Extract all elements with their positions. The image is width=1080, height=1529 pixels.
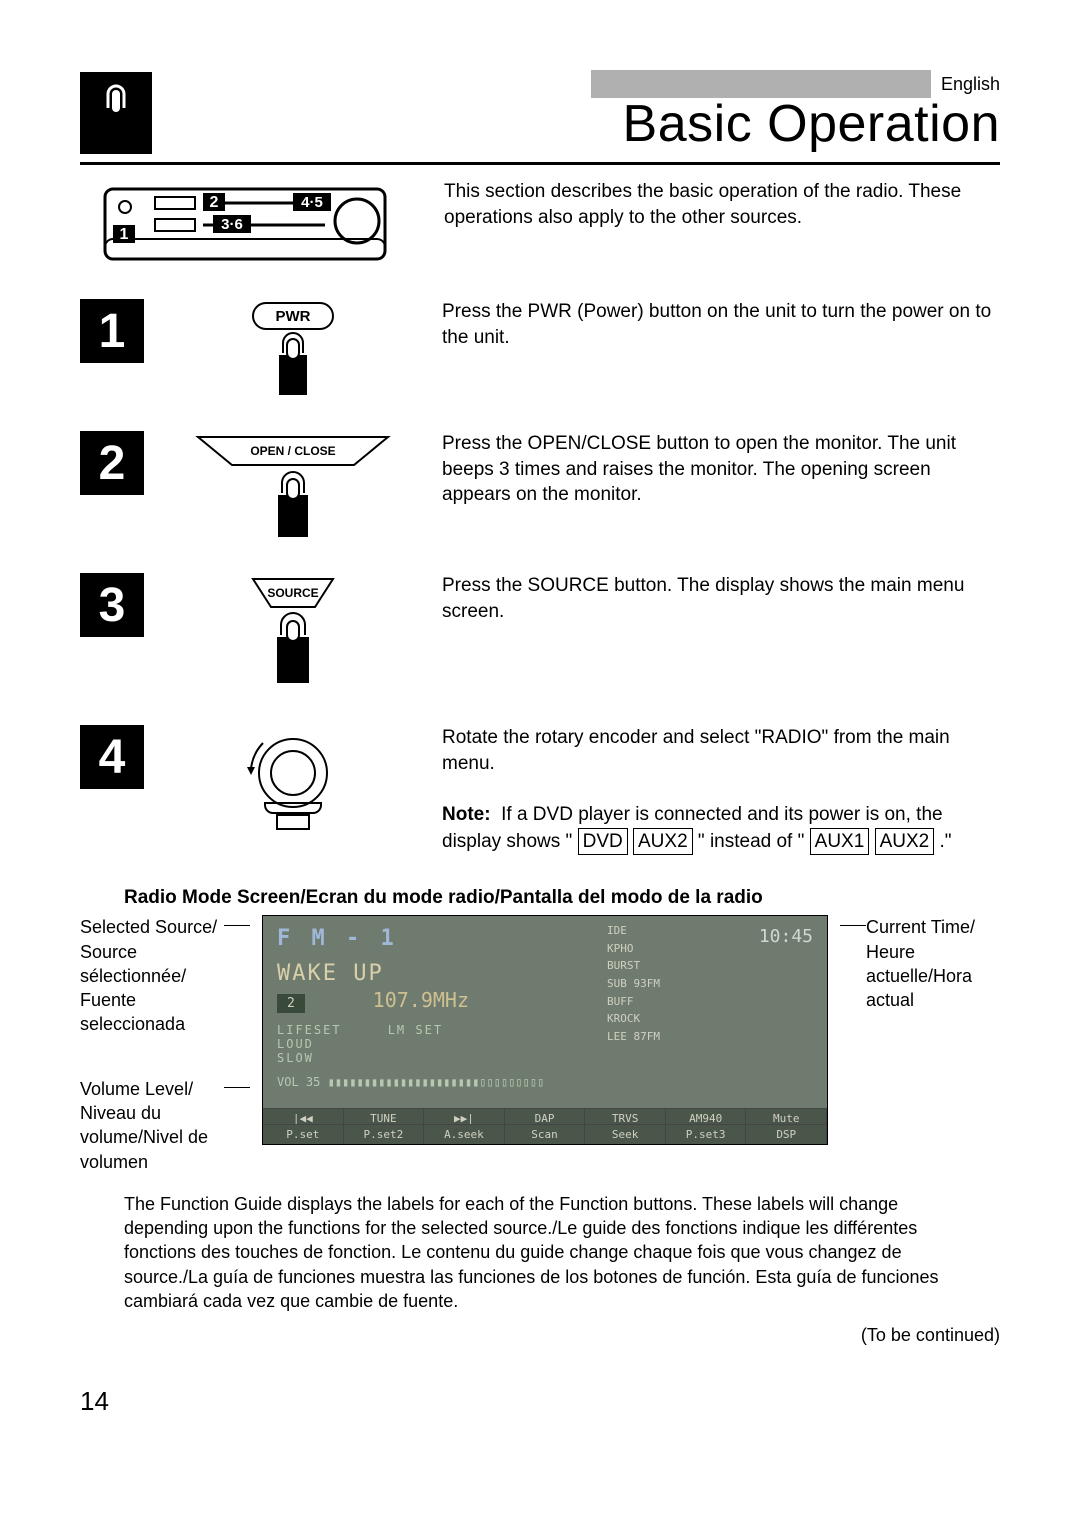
step-4-main: Rotate the rotary encoder and select "RA… bbox=[442, 727, 950, 774]
step-4-text: Rotate the rotary encoder and select "RA… bbox=[442, 725, 1000, 855]
boxed-aux1: AUX1 bbox=[810, 828, 870, 856]
step-number-2: 2 bbox=[80, 431, 144, 495]
page-number: 14 bbox=[80, 1386, 1000, 1417]
screen-time: 10:45 bbox=[759, 926, 813, 947]
screen-title-text: WAKE UP bbox=[277, 961, 813, 986]
callout-current-time: Current Time/ Heure actuelle/Hora actual bbox=[866, 915, 1000, 1012]
svg-text:OPEN / CLOSE: OPEN / CLOSE bbox=[250, 444, 335, 458]
callout-volume: Volume Level/ Niveau du volume/Nivel de … bbox=[80, 1077, 224, 1174]
page-title: Basic Operation bbox=[623, 94, 1000, 154]
note-end: ." bbox=[939, 831, 951, 852]
boxed-aux2a: AUX2 bbox=[633, 828, 693, 856]
svg-text:3·6: 3·6 bbox=[221, 216, 243, 233]
note-mid: " instead of " bbox=[698, 831, 810, 852]
boxed-aux2b: AUX2 bbox=[875, 828, 935, 856]
radio-mode-title: Radio Mode Screen/Ecran du mode radio/Pa… bbox=[124, 887, 1000, 909]
intro-text: This section describes the basic operati… bbox=[444, 179, 1000, 269]
faceplate-diagram: 2 4·5 1 3·6 bbox=[80, 179, 410, 269]
radio-screen: F M - 1 10:45 WAKE UP 2 107.9MHz LIFESET… bbox=[262, 915, 828, 1145]
tap-icon bbox=[80, 72, 152, 154]
svg-text:SOURCE: SOURCE bbox=[267, 586, 318, 600]
screen-side-items: IDE KPHO BURST SUB 93FM BUFF KROCK LEE 8… bbox=[607, 922, 727, 1045]
step-number-4: 4 bbox=[80, 725, 144, 789]
step-number-3: 3 bbox=[80, 573, 144, 637]
svg-text:1: 1 bbox=[120, 226, 129, 243]
step-1-text: Press the PWR (Power) button on the unit… bbox=[442, 299, 1000, 399]
callout-selected-source: Selected Source/ Source sélectionnée/ Fu… bbox=[80, 915, 224, 1036]
svg-text:4·5: 4·5 bbox=[301, 194, 323, 211]
svg-text:2: 2 bbox=[210, 194, 219, 211]
continued-label: (To be continued) bbox=[80, 1325, 1000, 1346]
step-number-1: 1 bbox=[80, 299, 144, 363]
step-4-illustration bbox=[178, 725, 408, 855]
boxed-dvd: DVD bbox=[578, 828, 628, 856]
screen-frequency: 107.9MHz bbox=[373, 988, 469, 1012]
step-3-text: Press the SOURCE button. The display sho… bbox=[442, 573, 1000, 693]
screen-volume-bar: VOL 35 ▮▮▮▮▮▮▮▮▮▮▮▮▮▮▮▮▮▮▮▮▮▯▯▯▯▯▯▯▯▯ bbox=[277, 1075, 813, 1089]
svg-text:PWR: PWR bbox=[276, 308, 311, 325]
step-2-text: Press the OPEN/CLOSE button to open the … bbox=[442, 431, 1000, 541]
function-guide-note: The Function Guide displays the labels f… bbox=[124, 1192, 1000, 1313]
step-1-illustration: PWR bbox=[178, 299, 408, 399]
note-prefix: Note: bbox=[442, 804, 491, 825]
screen-preset: 2 bbox=[277, 994, 305, 1013]
screen-band: F M - 1 bbox=[277, 926, 398, 951]
step-3-illustration: SOURCE bbox=[178, 573, 408, 693]
language-label: English bbox=[941, 74, 1000, 95]
header: English Basic Operation bbox=[80, 70, 1000, 154]
divider bbox=[80, 162, 1000, 165]
screen-button-row-2: P.set P.set2 A.seek Scan Seek P.set3 DSP bbox=[263, 1124, 827, 1144]
step-2-illustration: OPEN / CLOSE bbox=[178, 431, 408, 541]
screen-smallrows: LIFESET LM SET LOUD SLOW bbox=[277, 1023, 813, 1065]
